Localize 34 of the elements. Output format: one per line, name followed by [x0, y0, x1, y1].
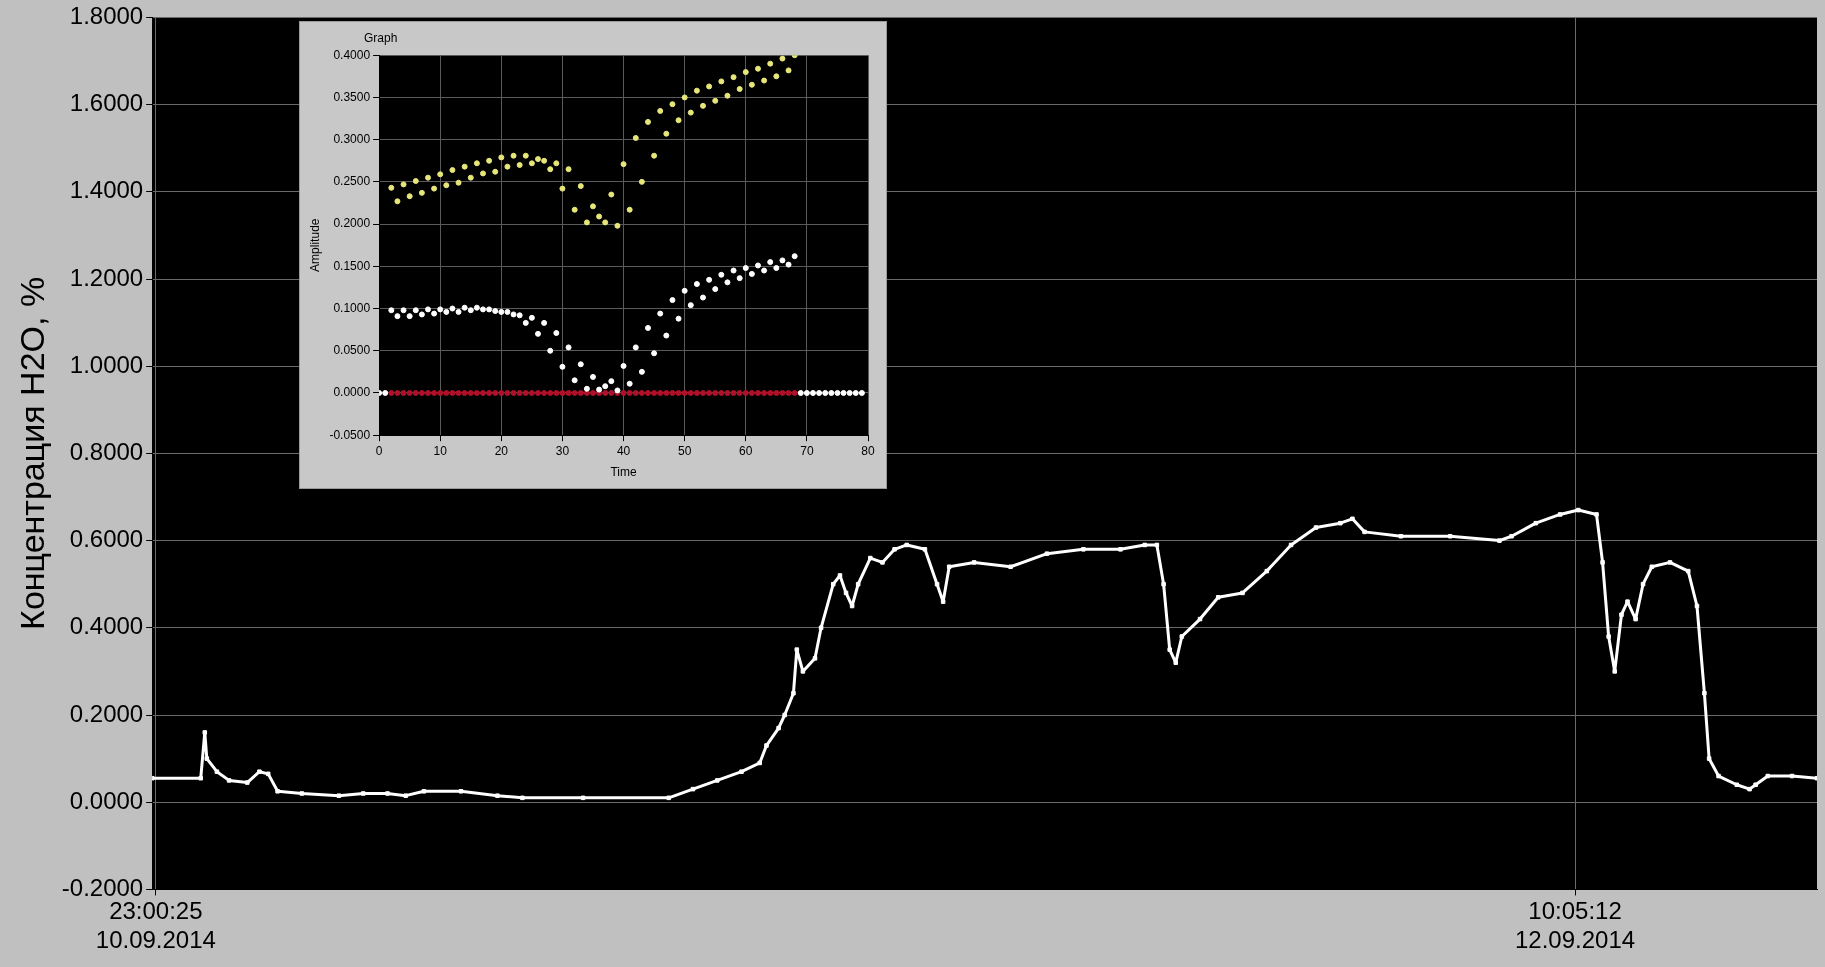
x-tick-label: 10:05:12 12.09.2014 [1515, 897, 1636, 954]
y-tick-label: 1.2000 [69, 263, 144, 291]
x-tick-label: 10 [433, 443, 448, 458]
x-tick-label: 30 [555, 443, 570, 458]
y-tick-label: 0.8000 [69, 438, 144, 466]
x-tick-label: 60 [739, 443, 753, 458]
y-tick-label: 0.2000 [333, 216, 371, 231]
x-tick-label: 20 [494, 443, 509, 458]
x-axis-title: Time [610, 465, 637, 480]
y-tick-label: -0.0500 [329, 427, 371, 442]
y-tick-label: 0.2000 [69, 699, 144, 727]
x-tick-label: 40 [616, 443, 631, 458]
y-tick-label: 1.6000 [69, 89, 144, 117]
y-tick-label: 0.4000 [333, 47, 371, 62]
y-tick-label: 0.2500 [333, 174, 371, 189]
y-tick-label: 0.0000 [333, 385, 371, 400]
x-tick-label: 0 [375, 443, 383, 458]
y-tick-label: 0.4000 [69, 612, 144, 640]
y-tick-label: 0.1000 [333, 300, 371, 315]
y-tick-label: 0.0500 [333, 343, 371, 358]
x-tick-label: 50 [677, 443, 692, 458]
x-tick-label: 70 [800, 443, 814, 458]
y-axis-title: Amplitude [307, 218, 322, 272]
chart-title: Graph [363, 30, 399, 45]
y-tick-label: 1.0000 [69, 350, 144, 378]
y-tick-label: 0.0000 [69, 786, 144, 814]
y-tick-label: 1.4000 [69, 176, 144, 204]
x-tick-label: 80 [861, 443, 875, 458]
y-tick-label: 0.3500 [333, 89, 371, 104]
y-tick-label: 1.8000 [69, 2, 144, 30]
y-tick-label: 0.3000 [333, 131, 371, 146]
y-tick-label: 0.6000 [69, 525, 144, 553]
y-tick-label: 0.1500 [333, 258, 371, 273]
y-axis-title: Концентрация H2O, % [12, 276, 51, 630]
